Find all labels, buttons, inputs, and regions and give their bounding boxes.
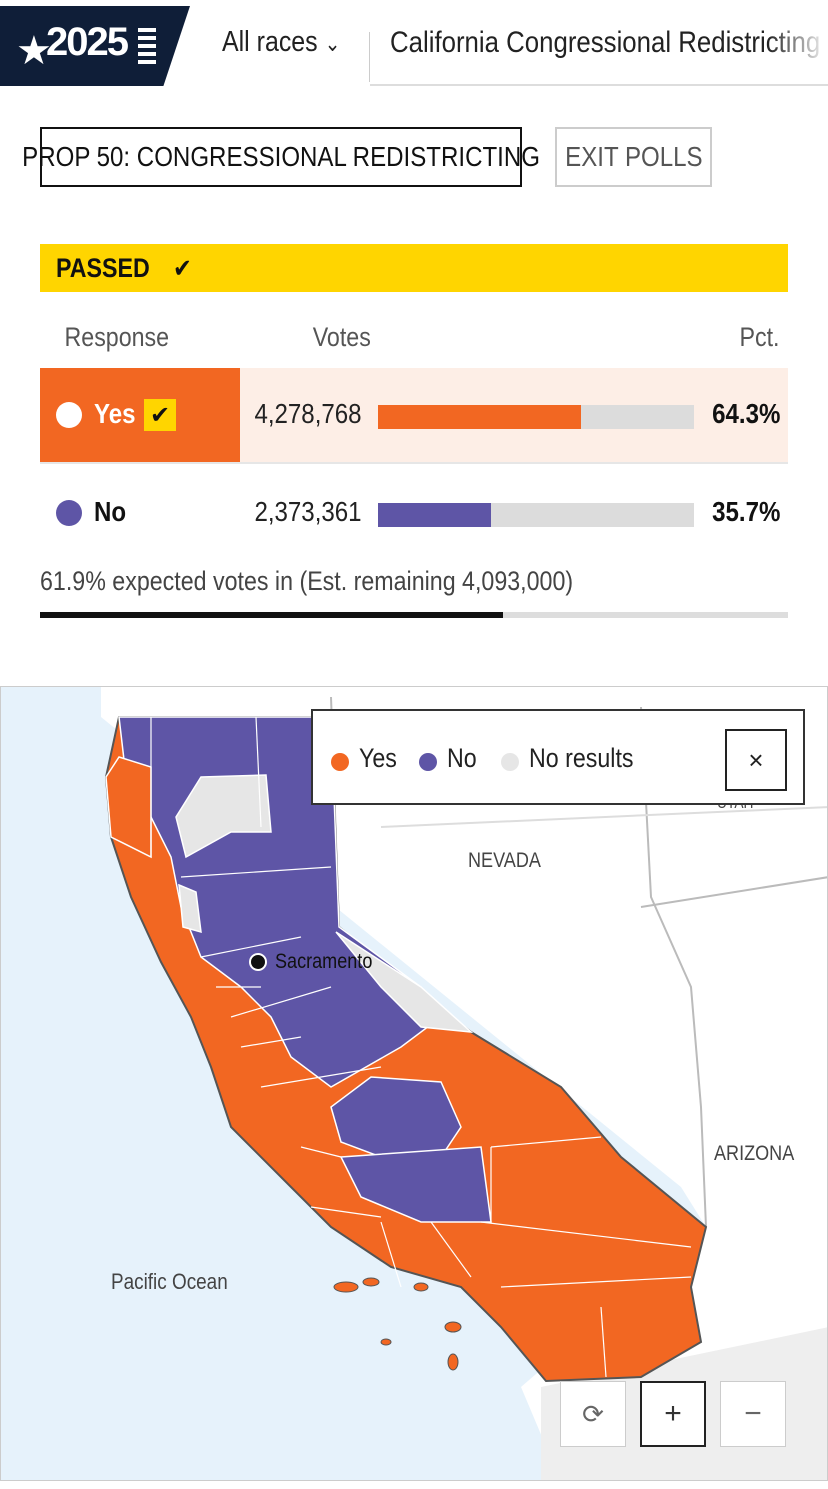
yes-dot-icon bbox=[56, 402, 82, 428]
stripes-icon bbox=[138, 28, 156, 68]
county-map[interactable]: NEVADA ARIZONA Pacific Ocean UTAH Sacram… bbox=[0, 686, 828, 1481]
map-svg bbox=[1, 687, 827, 1480]
no-label: No bbox=[94, 496, 127, 527]
legend-no-dot-icon bbox=[419, 753, 437, 771]
no-results-east bbox=[335, 931, 474, 1033]
sacramento-dot bbox=[249, 953, 267, 971]
yes-response-cell: Yes ✔ bbox=[40, 368, 240, 462]
expected-progress-track bbox=[40, 612, 788, 618]
checkmark-icon: ✔ bbox=[173, 252, 192, 283]
legend-close-button[interactable]: × bbox=[725, 729, 787, 791]
expected-progress-fill bbox=[40, 612, 503, 618]
arizona-border bbox=[640, 706, 707, 1228]
tab-exit-polls[interactable]: EXIT POLLS bbox=[555, 127, 712, 187]
expected-votes-text: 61.9% expected votes in (Est. remaining … bbox=[40, 566, 574, 596]
yes-pct: 64.3% bbox=[711, 398, 780, 429]
header-underline bbox=[370, 84, 828, 86]
map-legend: Yes No No results × bbox=[311, 709, 805, 805]
nevada-top-border bbox=[380, 806, 827, 828]
all-races-dropdown[interactable]: All races ⌄ bbox=[222, 26, 340, 59]
county-lines bbox=[150, 716, 692, 1378]
result-status-banner: PASSED ✔ bbox=[40, 244, 788, 292]
yes-north-coast bbox=[105, 756, 152, 859]
star-icon: ★ bbox=[16, 29, 52, 73]
all-races-label: All races bbox=[222, 26, 318, 58]
result-row-no: No 2,373,361 35.7% bbox=[40, 466, 788, 560]
no-votes: 2,373,361 bbox=[254, 496, 362, 527]
reset-map-button[interactable]: ⟳ bbox=[560, 1381, 626, 1447]
title-fade bbox=[768, 20, 828, 70]
no-results-coast bbox=[178, 883, 202, 934]
legend-yes-dot-icon bbox=[331, 753, 349, 771]
header: ★ 2025 All races ⌄ California Congressio… bbox=[0, 0, 828, 86]
result-row-yes: Yes ✔ 4,278,768 64.3% bbox=[40, 368, 788, 462]
label-sacramento: Sacramento bbox=[275, 950, 373, 973]
logo-year: 2025 bbox=[46, 20, 129, 64]
zoom-in-button[interactable]: + bbox=[640, 1381, 706, 1447]
no-pct: 35.7% bbox=[711, 496, 780, 527]
row-divider bbox=[40, 462, 788, 464]
yes-label: Yes bbox=[94, 398, 136, 429]
header-pct: Pct. bbox=[739, 322, 780, 352]
channel-islands bbox=[333, 1277, 462, 1371]
result-status: PASSED bbox=[56, 252, 150, 283]
no-bar-track bbox=[378, 503, 694, 527]
utah-border bbox=[640, 876, 827, 908]
election-logo[interactable]: ★ 2025 bbox=[0, 6, 190, 86]
yes-votes: 4,278,768 bbox=[254, 398, 362, 429]
zoom-out-button[interactable]: − bbox=[720, 1381, 786, 1447]
no-bar-fill bbox=[378, 503, 491, 527]
race-title[interactable]: California Congressional Redistricting bbox=[390, 26, 820, 59]
header-votes: Votes bbox=[312, 322, 371, 352]
label-arizona: ARIZONA bbox=[714, 1142, 795, 1165]
header-response: Response bbox=[64, 322, 170, 352]
tab-prop-50[interactable]: PROP 50: CONGRESSIONAL REDISTRICTING bbox=[22, 127, 540, 187]
no-dot-icon bbox=[56, 500, 82, 526]
header-separator bbox=[369, 32, 370, 82]
refresh-icon: ⟳ bbox=[582, 1398, 604, 1429]
yes-bar-track bbox=[378, 405, 694, 429]
winner-check-icon: ✔ bbox=[144, 399, 176, 431]
label-pacific-ocean: Pacific Ocean bbox=[111, 1269, 228, 1294]
chevron-down-icon: ⌄ bbox=[324, 31, 341, 56]
legend-no-results-dot-icon bbox=[501, 753, 519, 771]
california-no-south bbox=[339, 1146, 492, 1223]
label-nevada: NEVADA bbox=[468, 849, 541, 872]
no-results-north bbox=[175, 774, 272, 859]
yes-bar-fill bbox=[378, 405, 582, 429]
